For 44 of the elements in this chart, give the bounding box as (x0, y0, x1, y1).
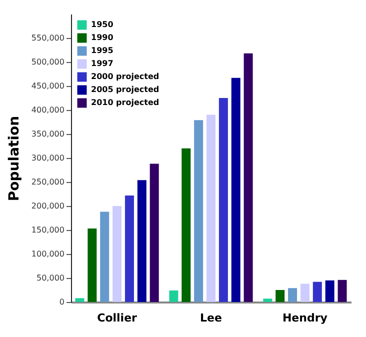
bar (124, 195, 134, 302)
bar (100, 212, 110, 302)
y-tick-label: 550,000 (31, 34, 64, 42)
bar (300, 284, 310, 302)
y-tick-label: 50,000 (36, 274, 64, 282)
bar (112, 206, 122, 302)
bar (263, 298, 272, 302)
x-tick-label: Collier (97, 312, 138, 324)
y-axis-title: Population (6, 116, 22, 202)
legend-label: 1995 (91, 46, 114, 55)
bar (312, 282, 322, 302)
y-tick-label: 450,000 (31, 82, 64, 90)
y-tick-label: 350,000 (31, 130, 64, 138)
legend-label: 2005 projected (91, 85, 160, 94)
bar (325, 280, 334, 302)
legend-label: 2010 projected (91, 98, 160, 107)
bar (75, 298, 84, 302)
y-tick-label: 100,000 (31, 250, 64, 258)
bar (218, 98, 228, 302)
y-tick-label: 200,000 (31, 202, 64, 210)
y-tick-label: 400,000 (31, 106, 64, 114)
bar (182, 148, 191, 302)
bar (338, 280, 347, 302)
bar (244, 53, 253, 302)
y-tick-label: 250,000 (31, 178, 64, 186)
bar (288, 288, 298, 302)
legend-label: 1997 (91, 59, 114, 68)
bar (137, 180, 146, 302)
legend-label: 1990 (91, 33, 114, 42)
bar (206, 114, 216, 302)
y-tick-label: 500,000 (31, 58, 64, 66)
bar (150, 164, 159, 302)
legend-label: 2000 projected (91, 72, 160, 81)
bar (194, 120, 204, 302)
bar (276, 290, 285, 302)
y-tick-label: 300,000 (31, 154, 64, 162)
x-tick-label: Lee (200, 312, 222, 324)
legend-label: 1950 (91, 20, 114, 29)
x-tick-label: Hendry (282, 312, 328, 324)
bar (231, 78, 240, 302)
y-tick-label: 150,000 (31, 226, 64, 234)
bar (88, 228, 97, 302)
bar (169, 290, 178, 302)
y-tick-label: 0 (59, 298, 64, 306)
